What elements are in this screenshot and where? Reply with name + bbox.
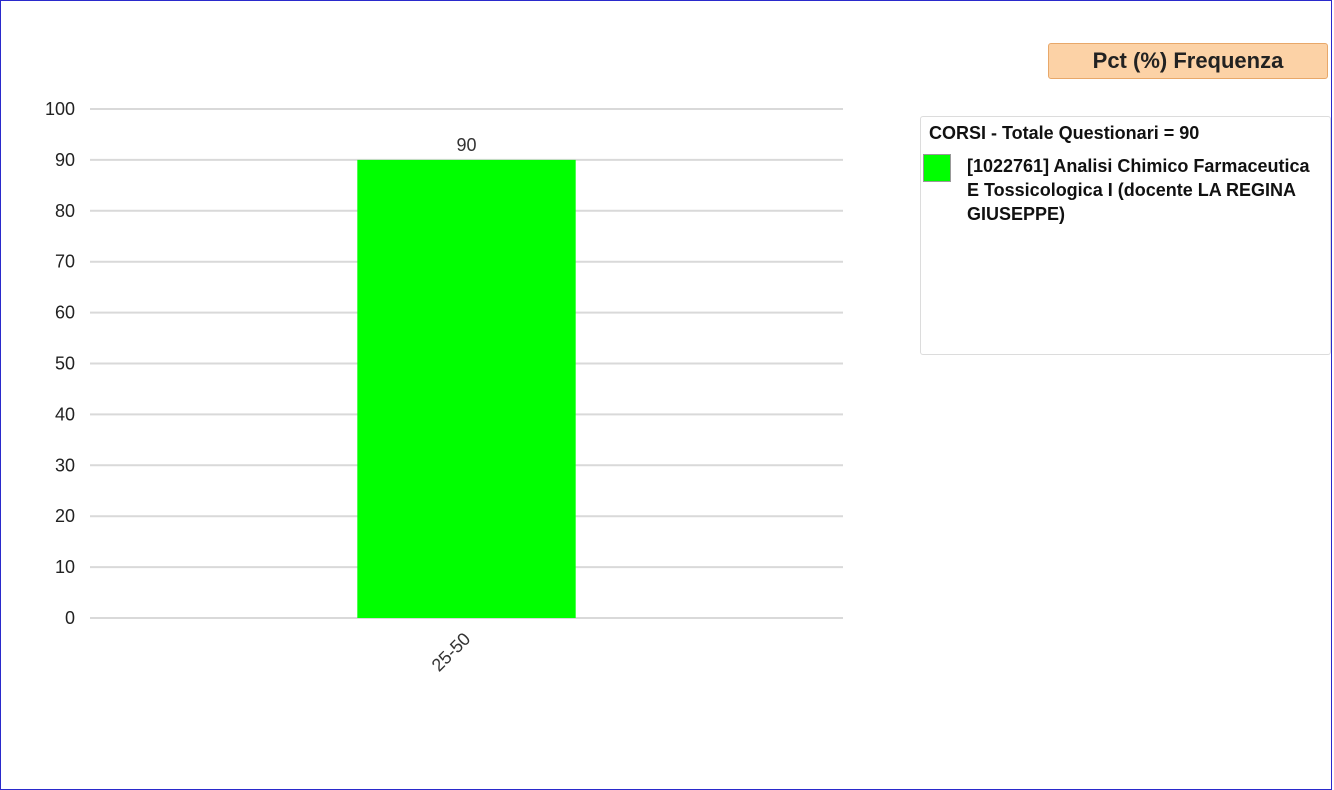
y-tick-label: 40: [55, 404, 75, 424]
y-tick-label: 20: [55, 506, 75, 526]
y-axis-ticks: 0 10 20 30 40 50 60 70 80 90 100: [45, 99, 75, 628]
chart-title: Pct (%) Frequenza: [1048, 43, 1328, 79]
x-tick-label: 25-50: [428, 629, 475, 676]
x-axis-ticks: 25-50: [428, 629, 475, 676]
legend-swatch: [923, 154, 951, 182]
legend-title: CORSI - Totale Questionari = 90: [929, 123, 1200, 143]
legend: CORSI - Totale Questionari = 90 [1022761…: [920, 116, 1331, 355]
y-tick-label: 0: [65, 608, 75, 628]
y-tick-label: 10: [55, 557, 75, 577]
y-tick-label: 100: [45, 99, 75, 119]
y-tick-label: 80: [55, 201, 75, 221]
y-tick-label: 90: [55, 150, 75, 170]
y-tick-label: 50: [55, 354, 75, 374]
y-tick-label: 70: [55, 252, 75, 272]
data-labels: 90: [456, 135, 476, 155]
legend-item-label: [1022761] Analisi Chimico Farmaceutica E…: [967, 156, 1310, 224]
bars: [357, 159, 576, 618]
y-tick-label: 60: [55, 303, 75, 323]
y-tick-label: 30: [55, 455, 75, 475]
data-label: 90: [456, 135, 476, 155]
bar[interactable]: [357, 159, 576, 618]
